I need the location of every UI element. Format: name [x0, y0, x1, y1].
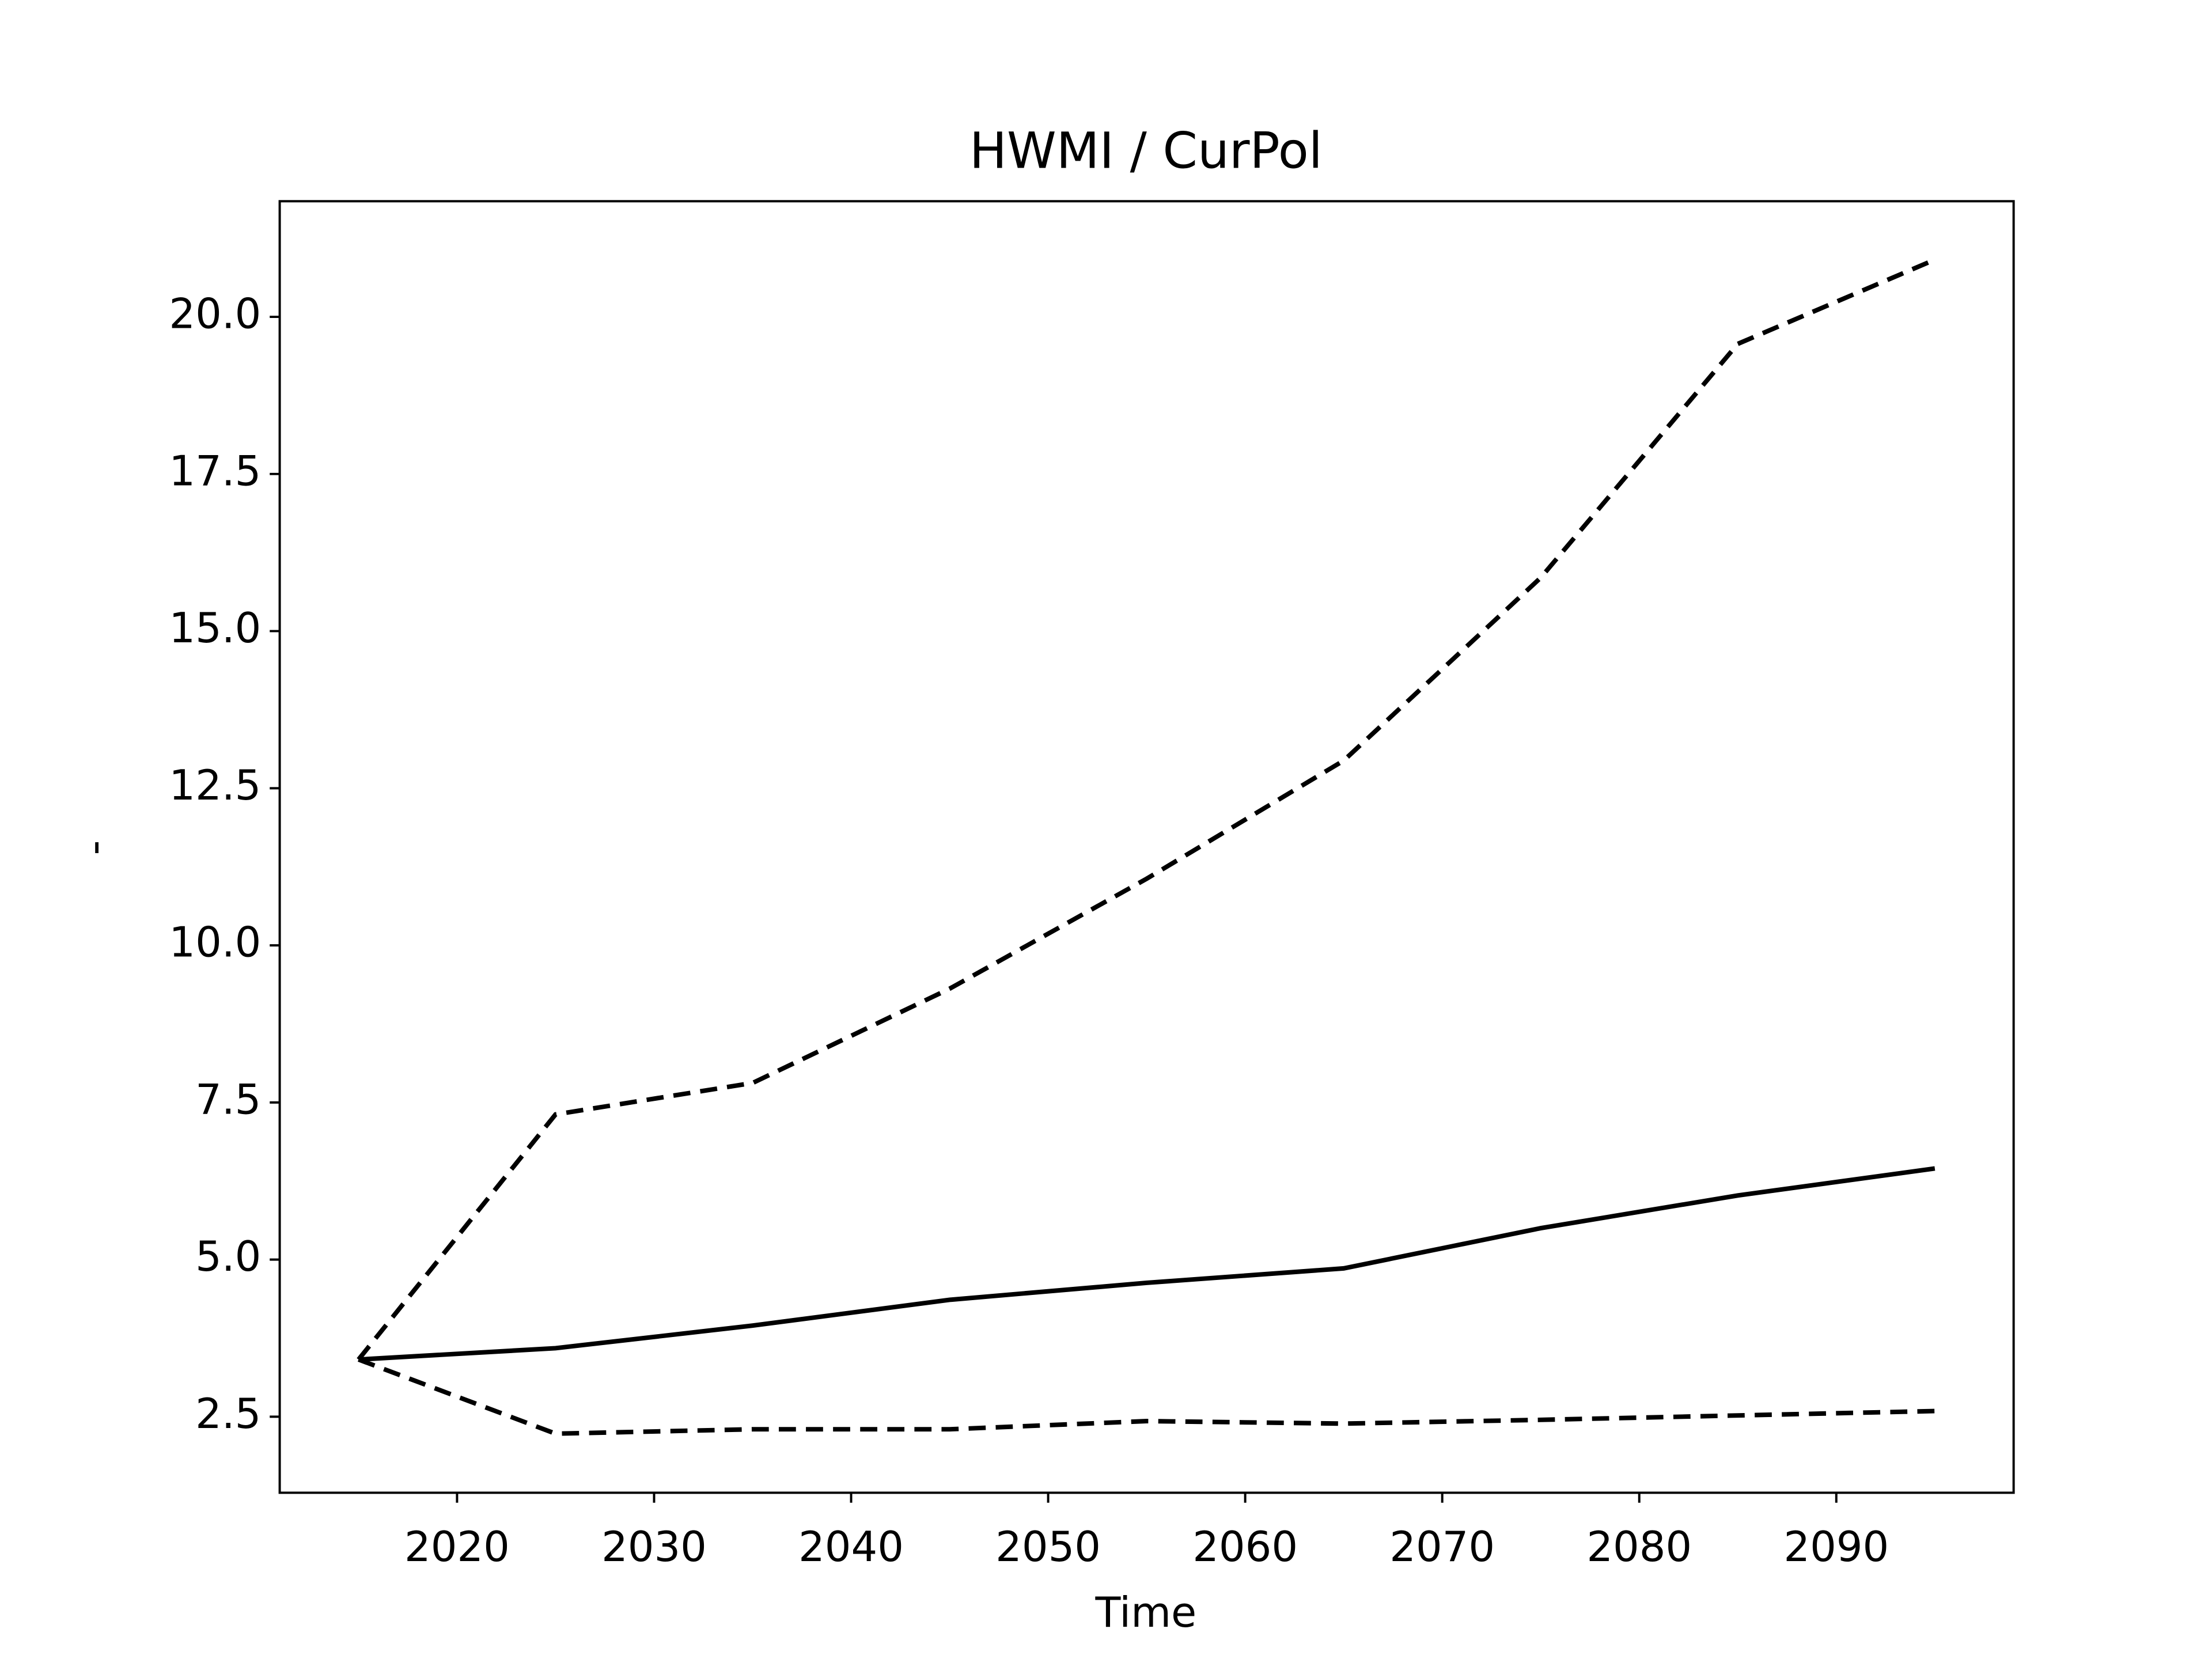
y-tick-label: 12.5 — [169, 761, 261, 809]
x-axis-label: Time — [1094, 1588, 1196, 1637]
series-line — [357, 1357, 1935, 1436]
x-tick-label: 2080 — [1586, 1522, 1692, 1571]
plot-frame — [278, 200, 2015, 1494]
y-tick-label: 15.0 — [169, 604, 261, 652]
series-line — [357, 257, 1936, 1361]
x-tick-label: 2060 — [1192, 1522, 1298, 1571]
x-tick-label: 2030 — [601, 1522, 707, 1571]
x-tick-label: 2020 — [404, 1522, 510, 1571]
x-tick-label: 2090 — [1783, 1522, 1889, 1571]
y-tick-label: 20.0 — [169, 290, 261, 338]
y-tick-label: 2.5 — [195, 1389, 261, 1438]
series-line — [358, 1166, 1936, 1362]
x-tick-label: 2070 — [1389, 1522, 1495, 1571]
y-tick-label: 7.5 — [195, 1075, 261, 1123]
chart-title: HWMI / CurPol — [969, 122, 1323, 180]
y-tick-label: 10.0 — [169, 918, 261, 967]
x-tick-label: 2050 — [995, 1522, 1101, 1571]
y-axis-label: - — [70, 840, 118, 855]
y-tick-label: 17.5 — [169, 446, 261, 495]
x-tick-label: 2040 — [798, 1522, 904, 1571]
y-tick-label: 5.0 — [195, 1232, 261, 1281]
